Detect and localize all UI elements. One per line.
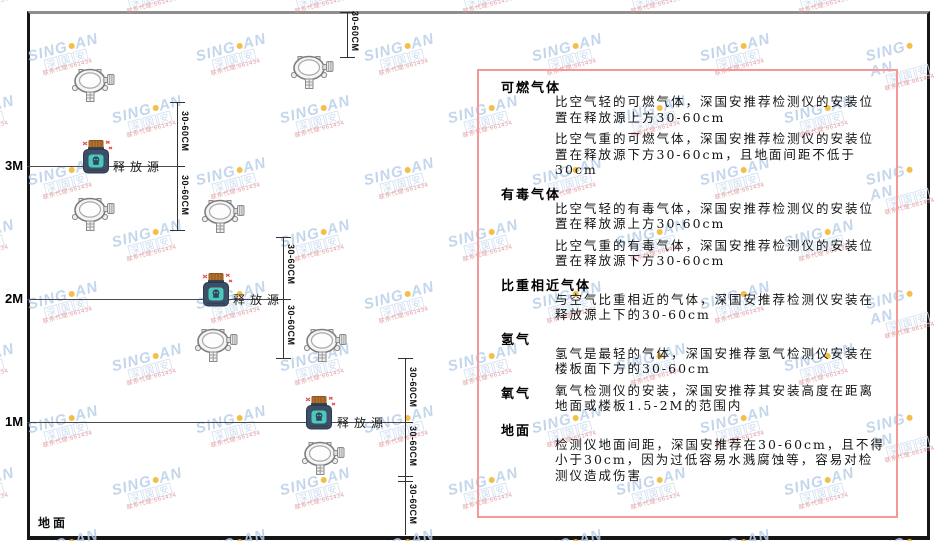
section-paragraph: 氧气检测仪的安装，深国安推荐其安装高度在距离地面或楼板1.5-2M的范围内 <box>555 382 875 414</box>
dimension-tick <box>398 422 413 423</box>
guideline-section: 比重相近气体 与空气比重相近的气体，深国安推荐检测仪安装在释放源上下的30-60c… <box>493 275 882 323</box>
section-paragraph: 比空气重的有毒气体，深国安推荐检测仪的安装位置在释放源下方30-60cm <box>555 237 875 269</box>
section-paragraph: 比空气轻的有毒气体，深国安推荐检测仪的安装位置在释放源上方30-60cm <box>555 200 875 232</box>
dimension-line <box>405 358 406 535</box>
gas-detector-icon <box>201 198 245 238</box>
level-label: 3M <box>5 158 24 173</box>
gas-detector-icon <box>71 196 115 236</box>
dimension-label: 30-60CM <box>408 426 418 467</box>
dimension-tick <box>340 12 355 13</box>
section-paragraph: 与空气比重相近的气体，深国安推荐检测仪安装在释放源上下的30-60cm <box>555 291 875 323</box>
section-paragraph: 检测仪地面间距，深国安推荐在30-60cm，且不得小于30cm，因为过低容易水溅… <box>555 436 885 483</box>
level-label: 1M <box>5 414 24 429</box>
dimension-label: 30-60CM <box>408 484 418 525</box>
dimension-tick <box>276 237 291 238</box>
dimension-label: 30-60CM <box>408 367 418 408</box>
gas-detector-icon <box>194 327 238 367</box>
section-paragraph: 氢气是最轻的气体，深国安推荐氢气检测仪安装在楼板面下方的30-60cm <box>555 345 875 377</box>
section-paragraph: 比空气重的可燃气体，深国安推荐检测仪的安装位置在释放源下方30-60cm，且地面… <box>555 131 875 177</box>
release-source-icon <box>302 395 336 436</box>
gas-detector-icon <box>301 440 345 480</box>
section-header: 氧气 <box>501 386 532 402</box>
section-paragraph: 比空气轻的可燃气体，深国安推荐检测仪的安装位置在释放源上方30-60cm <box>555 94 875 125</box>
dimension-label: 30-60CM <box>286 244 296 285</box>
dimension-tick <box>170 166 185 167</box>
dimension-label: 30-60CM <box>180 175 190 216</box>
label-connector-line <box>389 422 405 423</box>
level-label: 2M <box>5 291 24 306</box>
section-header: 有毒气体 <box>501 187 562 203</box>
section-body: 比空气轻的可燃气体，深国安推荐检测仪的安装位置在释放源上方30-60cm 比空气重… <box>555 77 886 178</box>
dimension-tick <box>340 57 355 58</box>
gas-detector-icon <box>290 54 334 94</box>
dimension-tick <box>170 102 185 103</box>
level-line <box>27 422 405 423</box>
section-body: 检测仪地面间距，深国安推荐在30-60cm，且不得小于30cm，因为过低容易水溅… <box>555 420 886 484</box>
section-header: 可燃气体 <box>501 81 562 96</box>
gas-detector-icon <box>71 67 115 107</box>
release-source-label: 释放源 <box>337 416 389 430</box>
room-outline <box>27 11 930 540</box>
section-body: 氢气是最轻的气体，深国安推荐氢气检测仪安装在楼板面下方的30-60cm <box>555 329 886 377</box>
guideline-section: 氢气氢气是最轻的气体，深国安推荐氢气检测仪安装在楼板面下方的30-60cm <box>493 329 882 377</box>
dimension-tick <box>276 299 291 300</box>
section-body: 氧气检测仪的安装，深国安推荐其安装高度在距离地面或楼板1.5-2M的范围内 <box>555 383 886 414</box>
guideline-section: 地面检测仪地面间距，深国安推荐在30-60cm，且不得小于30cm，因为过低容易… <box>493 420 883 484</box>
release-source-label: 释放源 <box>233 293 285 307</box>
release-source-icon <box>199 272 233 313</box>
dimension-tick <box>398 358 413 359</box>
section-body: 比空气轻的有毒气体，深国安推荐检测仪的安装位置在释放源上方30-60cm 比空气重… <box>555 184 886 269</box>
dimension-label: 30-60CM <box>350 11 360 52</box>
dimension-line <box>347 12 348 57</box>
guideline-section: 可燃气体 比空气轻的可燃气体，深国安推荐检测仪的安装位置在释放源上方30-60cm… <box>493 77 882 178</box>
ground-label: 地面 <box>38 516 69 530</box>
dimension-tick <box>398 481 413 482</box>
gas-detector-icon <box>303 327 347 367</box>
label-connector-line <box>165 166 177 167</box>
section-header: 比重相近气体 <box>501 278 592 294</box>
dimension-tick <box>170 230 185 231</box>
level-line <box>27 299 283 300</box>
release-source-label: 释放源 <box>113 160 165 174</box>
section-header: 氢气 <box>501 332 532 348</box>
guidelines-panel: 可燃气体 比空气轻的可燃气体，深国安推荐检测仪的安装位置在释放源上方30-60cm… <box>477 69 898 518</box>
dimension-label: 30-60CM <box>180 111 190 152</box>
guideline-section: 有毒气体 比空气轻的有毒气体，深国安推荐检测仪的安装位置在释放源上方30-60cm… <box>493 184 882 269</box>
dimension-tick <box>398 476 413 477</box>
section-body: 与空气比重相近的气体，深国安推荐检测仪安装在释放源上下的30-60cm <box>555 275 886 323</box>
dimension-label: 30-60CM <box>286 305 296 346</box>
section-header: 地面 <box>501 423 532 439</box>
dimension-tick <box>276 358 291 359</box>
release-source-icon <box>79 139 113 180</box>
dimension-line <box>283 237 284 358</box>
guideline-section: 氧气 氧气检测仪的安装，深国安推荐其安装高度在距离地面或楼板1.5-2M的范围内 <box>493 383 882 414</box>
